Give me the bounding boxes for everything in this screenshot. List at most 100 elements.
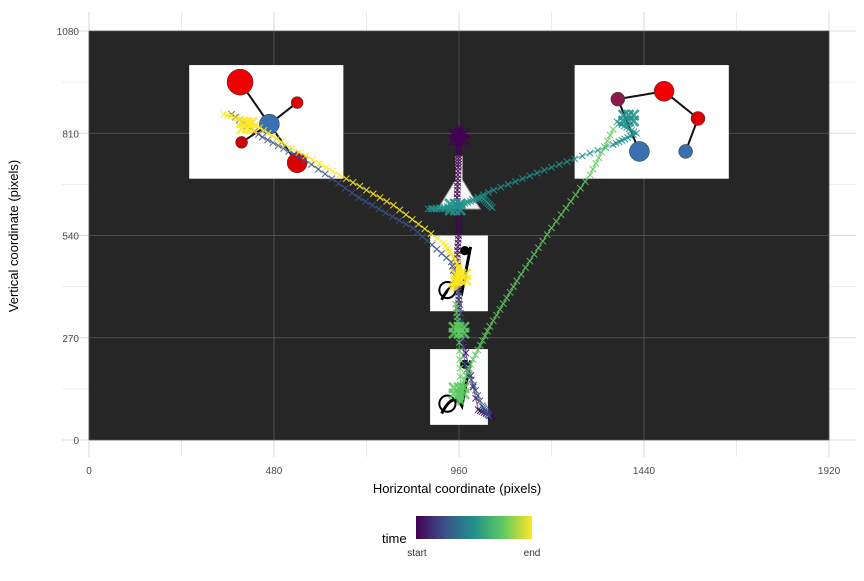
gaze-point xyxy=(368,201,376,209)
x-tick-label: 480 xyxy=(266,466,283,477)
molecule-atom xyxy=(290,96,304,109)
fixation-cluster xyxy=(450,268,472,287)
gaze-point xyxy=(280,144,288,152)
x-tick-label: 960 xyxy=(451,466,468,477)
gaze-point xyxy=(348,189,356,197)
gaze-series xyxy=(220,109,640,420)
creature-head xyxy=(460,246,470,256)
fixation-point xyxy=(458,327,470,340)
gaze-point xyxy=(376,194,384,202)
gaze-point xyxy=(461,375,469,383)
gaze-point xyxy=(402,220,410,228)
gaze-point xyxy=(499,300,507,308)
gaze-point xyxy=(511,177,519,186)
gaze-point xyxy=(264,136,272,144)
gaze-point xyxy=(506,288,514,296)
gaze-point xyxy=(488,203,496,212)
gaze-point xyxy=(454,160,462,169)
gaze-point xyxy=(609,125,617,134)
gaze-point xyxy=(571,155,579,163)
molecule-atom xyxy=(610,91,626,107)
gaze-point xyxy=(268,132,277,140)
gaze-point xyxy=(395,216,403,224)
gaze-point xyxy=(273,135,281,143)
y-tick-label: 270 xyxy=(62,334,79,345)
y-tick-label: 1080 xyxy=(57,27,80,38)
gaze-point xyxy=(355,194,363,202)
gaze-point xyxy=(595,154,603,162)
molecule-atom xyxy=(226,68,254,96)
gaze-point xyxy=(488,412,496,420)
gaze-point xyxy=(362,186,371,194)
gaze-point xyxy=(274,141,282,150)
gaze-point xyxy=(472,386,480,394)
gaze-point xyxy=(572,191,580,199)
gaze-point xyxy=(581,177,589,186)
molecule-atom xyxy=(653,80,675,102)
fixation-point xyxy=(458,134,470,146)
gaze-point xyxy=(328,175,336,183)
gaze-point xyxy=(526,257,534,265)
gaze-point xyxy=(356,182,364,190)
gaze-point xyxy=(609,141,617,149)
gaze-point xyxy=(455,338,463,347)
gaze-point xyxy=(474,346,482,354)
gaze-point xyxy=(503,294,511,302)
gaze-point xyxy=(555,160,563,169)
gaze-point xyxy=(504,180,512,188)
legend: time start end xyxy=(382,516,540,559)
fixation-cluster xyxy=(448,128,470,146)
gaze-point xyxy=(469,381,478,389)
gaze-point xyxy=(497,183,505,191)
fixation-point xyxy=(246,122,258,135)
gaze-point xyxy=(484,188,492,197)
fixation-point xyxy=(627,115,640,128)
gaze-point xyxy=(469,355,477,364)
gaze-point xyxy=(600,142,609,151)
gaze-point xyxy=(383,197,391,206)
gaze-point xyxy=(329,167,337,175)
gaze-point xyxy=(547,163,556,171)
gaze-point xyxy=(486,322,494,330)
gaze-point xyxy=(533,169,541,177)
gaze-point xyxy=(466,360,475,368)
legend-high-label: end xyxy=(524,548,541,559)
gaze-point xyxy=(567,197,575,206)
y-tick-label: 0 xyxy=(73,436,79,447)
gaze-point xyxy=(455,292,463,300)
gaze-point xyxy=(260,126,268,134)
molecule-atom xyxy=(690,111,706,126)
gaze-point xyxy=(288,144,296,152)
gaze-point xyxy=(521,264,530,272)
gaze-point xyxy=(490,186,498,194)
gaze-point xyxy=(264,129,272,137)
legend-low-label: start xyxy=(407,548,427,559)
gaze-point xyxy=(454,155,463,163)
gaze-point xyxy=(361,197,370,206)
gaze-point xyxy=(414,220,423,228)
gaze-point xyxy=(540,166,548,174)
gaze-point xyxy=(427,230,435,238)
gaze-point xyxy=(594,146,602,154)
gaze-point xyxy=(456,364,464,372)
gaze-point xyxy=(476,397,484,405)
creature-spiral xyxy=(438,394,457,413)
gaze-point xyxy=(589,165,597,173)
gaze-point xyxy=(547,224,556,232)
fixation-cluster xyxy=(617,109,640,128)
legend-colorbar xyxy=(416,516,532,539)
gaze-point xyxy=(483,327,492,335)
gaze-point xyxy=(465,364,473,372)
gaze-point xyxy=(485,412,493,420)
gaze-point xyxy=(481,332,489,340)
legend-title: time xyxy=(382,531,407,546)
gaze-point xyxy=(388,212,397,221)
stimulus-molecule-left xyxy=(189,65,344,179)
axes: 0 480 960 1440 1920 0 270 540 810 1080 xyxy=(57,27,841,477)
gaze-point xyxy=(447,258,455,266)
gaze-point xyxy=(474,391,482,400)
fixation-cluster xyxy=(448,381,470,400)
gaze-point xyxy=(396,206,404,214)
gaze-point xyxy=(455,149,463,157)
